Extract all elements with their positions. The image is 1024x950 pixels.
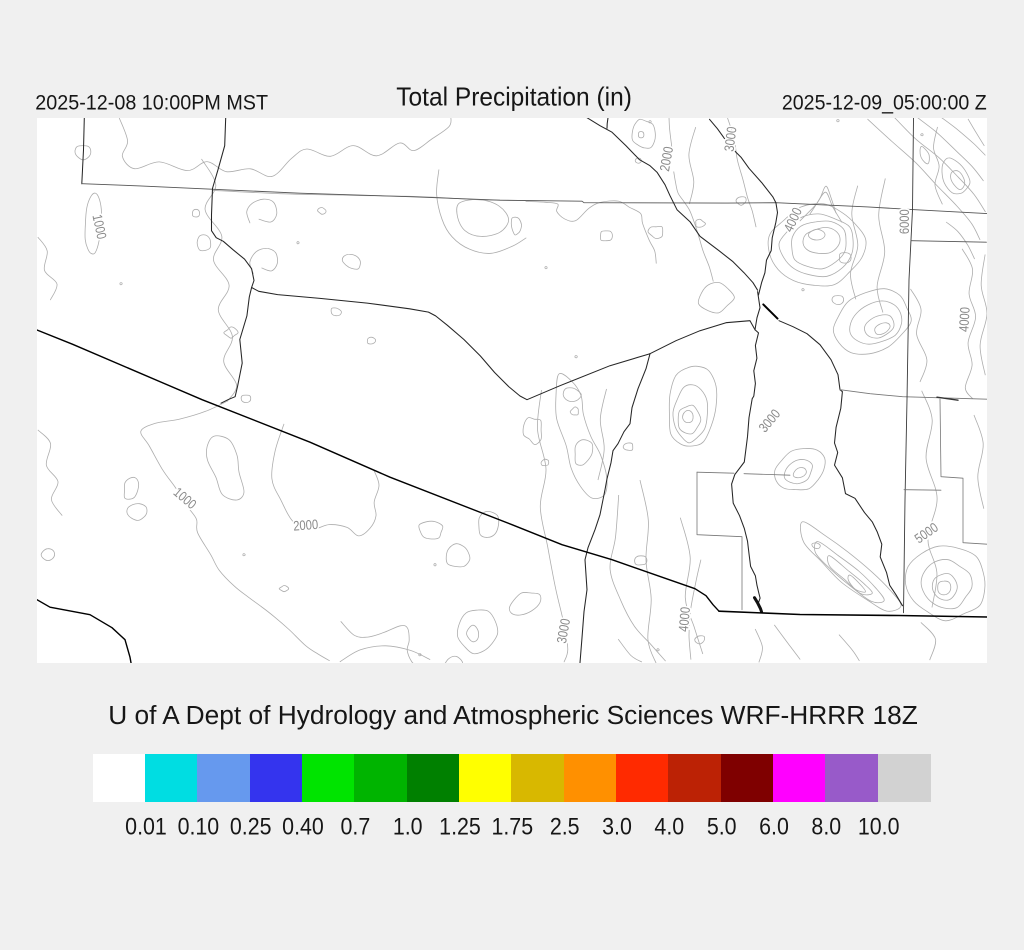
svg-text:1000: 1000: [89, 213, 109, 241]
svg-text:6000: 6000: [897, 209, 912, 234]
svg-text:2000: 2000: [657, 145, 676, 172]
svg-text:4000: 4000: [676, 606, 693, 632]
svg-text:3000: 3000: [722, 126, 740, 153]
svg-text:3000: 3000: [554, 617, 573, 644]
svg-text:4000: 4000: [956, 307, 973, 333]
svg-text:2000: 2000: [293, 517, 319, 534]
